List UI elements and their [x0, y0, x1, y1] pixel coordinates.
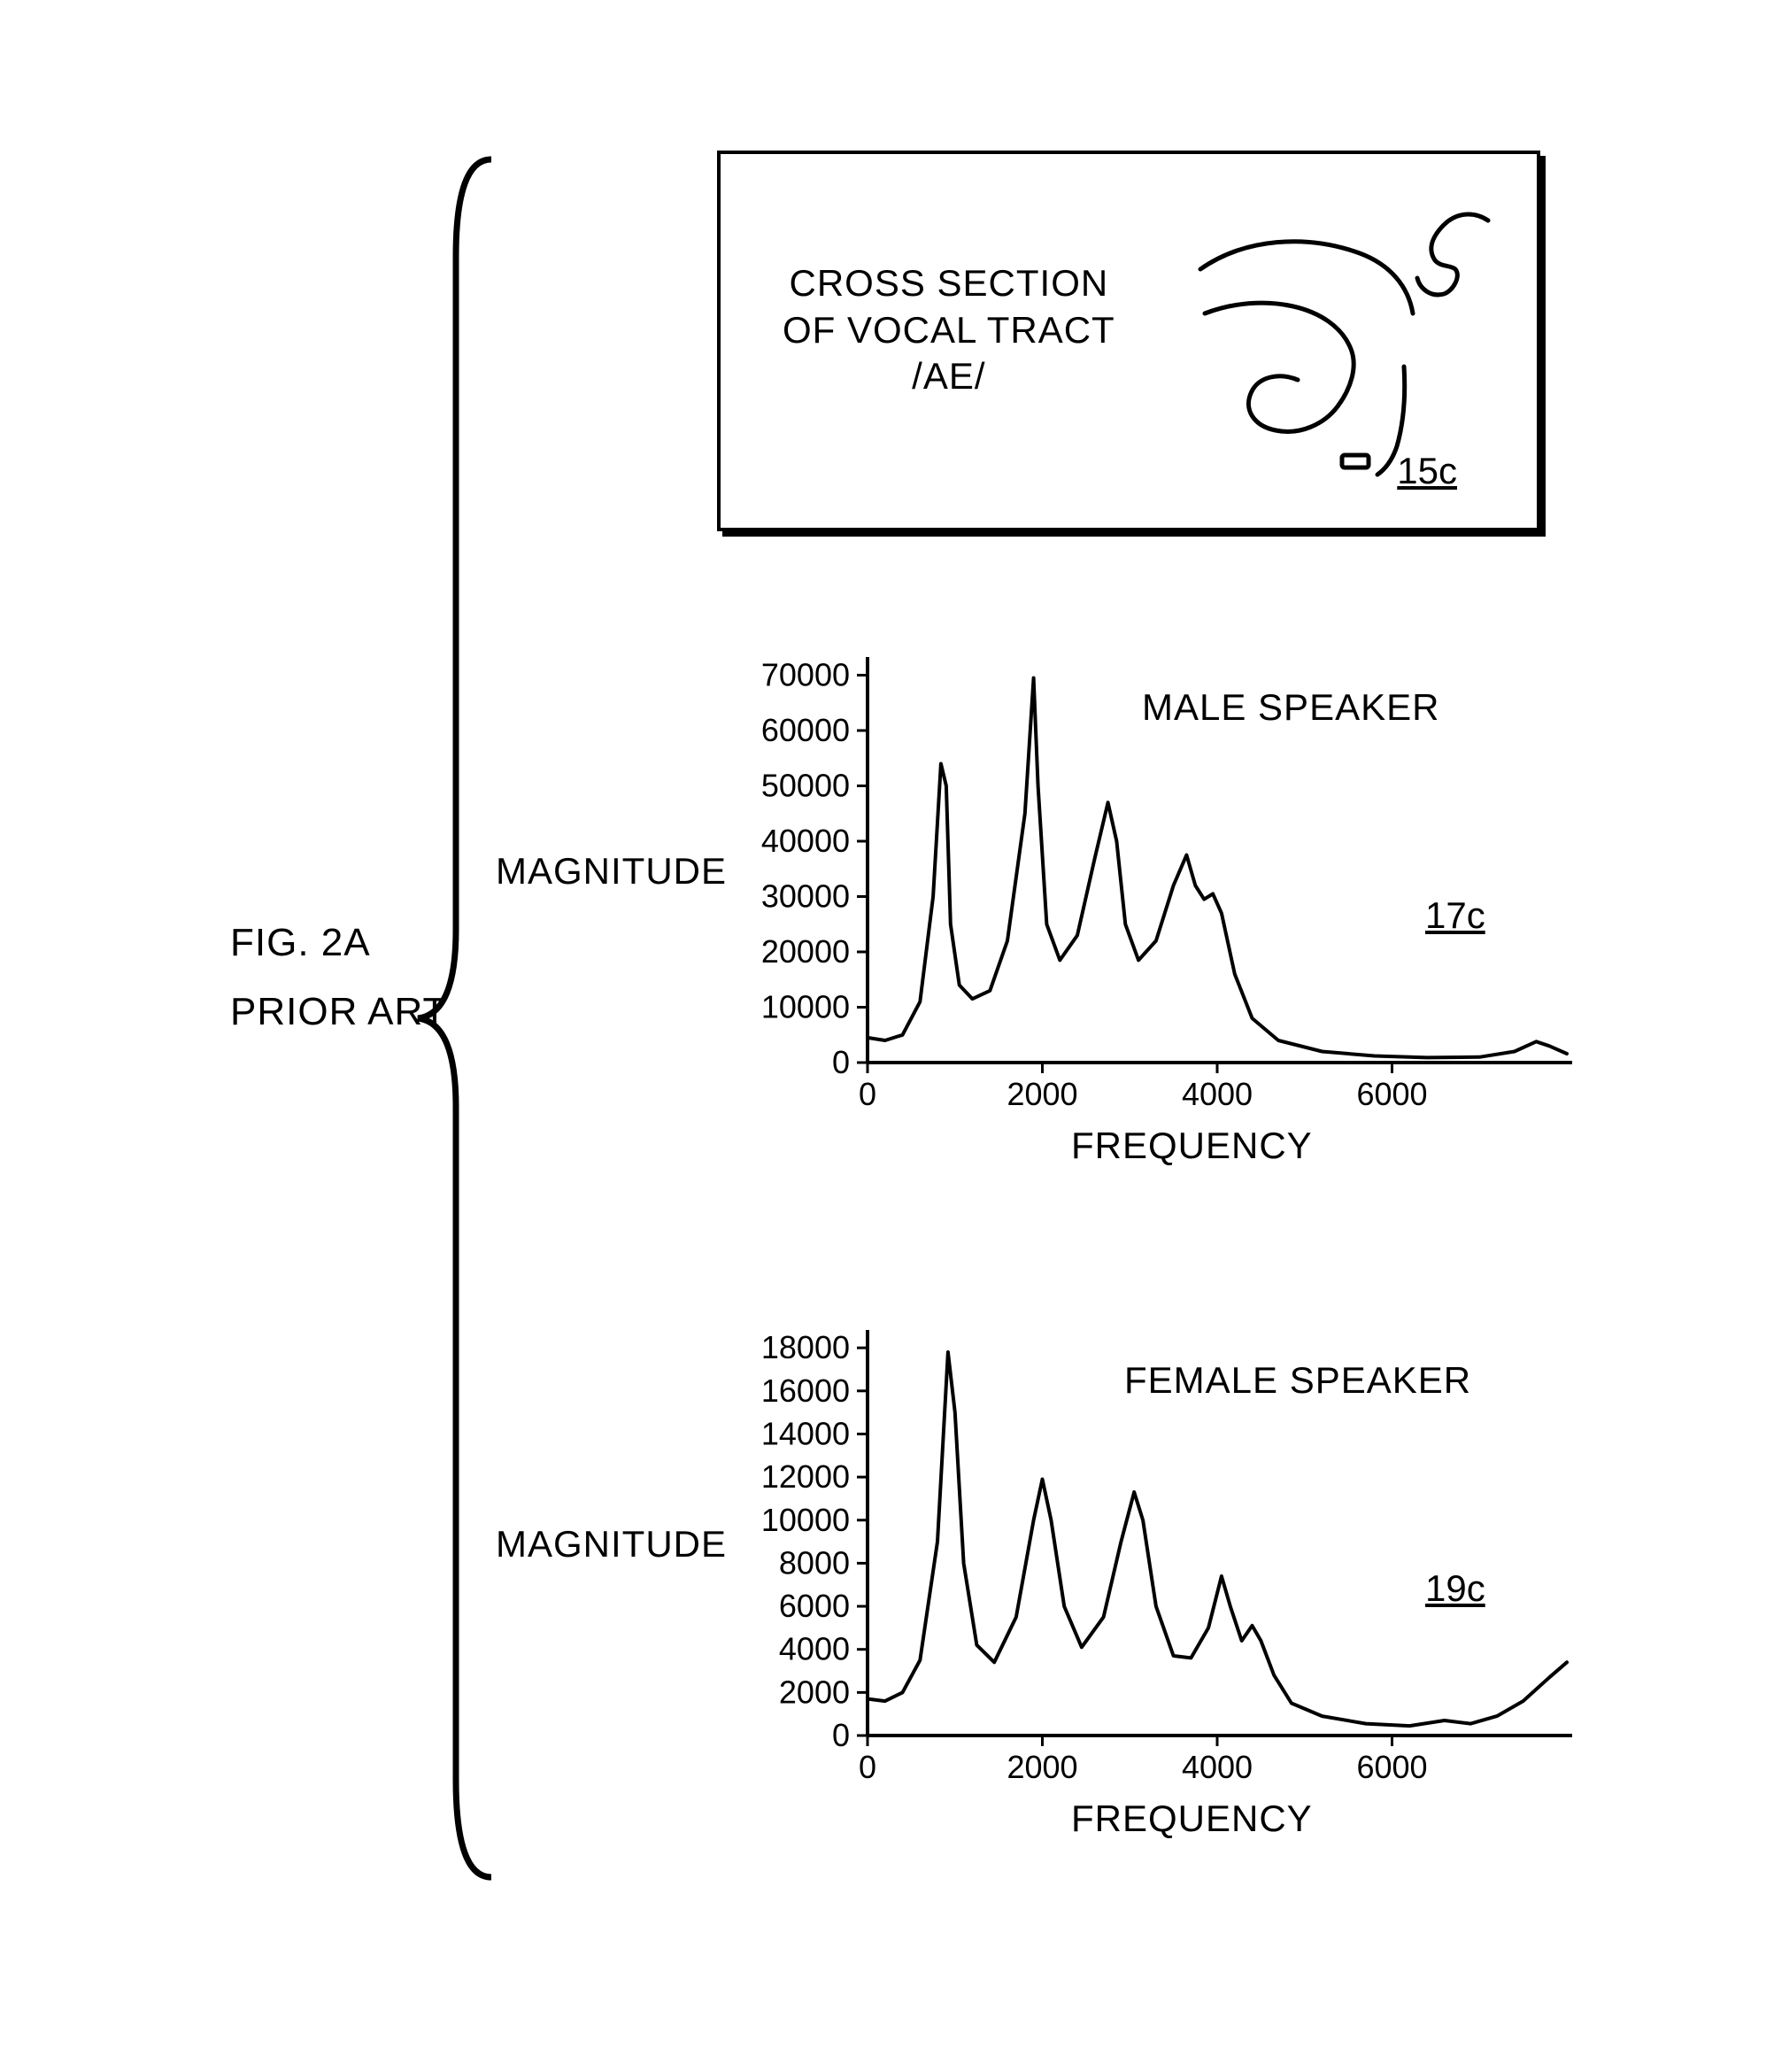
svg-text:6000: 6000 [1356, 1749, 1427, 1785]
male-chart-ref: 17c [1425, 894, 1485, 937]
svg-text:2000: 2000 [1007, 1076, 1077, 1112]
curly-brace [407, 151, 505, 1886]
svg-text:40000: 40000 [761, 823, 850, 859]
svg-text:0: 0 [832, 1717, 850, 1753]
svg-text:2000: 2000 [1007, 1749, 1077, 1785]
svg-text:70000: 70000 [761, 657, 850, 693]
svg-text:4000: 4000 [1182, 1076, 1253, 1112]
svg-text:0: 0 [832, 1044, 850, 1080]
figure-container: FIG. 2A PRIOR ART CROSS SECTION OF VOCAL… [230, 151, 1602, 1921]
svg-text:50000: 50000 [761, 768, 850, 804]
vocal-tract-panel: CROSS SECTION OF VOCAL TRACT /AE/ [717, 151, 1540, 531]
svg-text:20000: 20000 [761, 933, 850, 970]
svg-text:2000: 2000 [779, 1674, 850, 1710]
svg-text:10000: 10000 [761, 1502, 850, 1538]
svg-text:4000: 4000 [1182, 1749, 1253, 1785]
svg-text:16000: 16000 [761, 1372, 850, 1409]
svg-text:60000: 60000 [761, 712, 850, 748]
panel-caption: CROSS SECTION OF VOCAL TRACT /AE/ [783, 260, 1115, 400]
svg-text:14000: 14000 [761, 1415, 850, 1451]
male-chart: MAGNITUDE 010000200003000040000500006000… [522, 646, 1585, 1160]
male-xlabel: FREQUENCY [1071, 1125, 1313, 1167]
svg-text:4000: 4000 [779, 1631, 850, 1667]
svg-text:6000: 6000 [1356, 1076, 1427, 1112]
svg-text:0: 0 [859, 1076, 876, 1112]
female-xlabel: FREQUENCY [1071, 1798, 1313, 1840]
svg-text:8000: 8000 [779, 1544, 850, 1581]
female-chart-ref: 19c [1425, 1567, 1485, 1610]
svg-text:6000: 6000 [779, 1588, 850, 1624]
svg-text:12000: 12000 [761, 1458, 850, 1495]
svg-text:30000: 30000 [761, 878, 850, 915]
female-chart: MAGNITUDE 020004000600080001000012000140… [522, 1319, 1585, 1833]
male-chart-title: MALE SPEAKER [1142, 686, 1439, 729]
panel-caption-line2: OF VOCAL TRACT [783, 307, 1115, 354]
female-chart-title: FEMALE SPEAKER [1124, 1359, 1471, 1402]
panel-reference: 15c [1397, 450, 1457, 492]
panel-caption-line3: /AE/ [783, 353, 1115, 400]
svg-text:0: 0 [859, 1749, 876, 1785]
svg-text:18000: 18000 [761, 1329, 850, 1365]
female-ylabel: MAGNITUDE [496, 1523, 727, 1566]
panel-caption-line1: CROSS SECTION [783, 260, 1115, 307]
svg-text:10000: 10000 [761, 989, 850, 1025]
male-ylabel: MAGNITUDE [496, 850, 727, 893]
